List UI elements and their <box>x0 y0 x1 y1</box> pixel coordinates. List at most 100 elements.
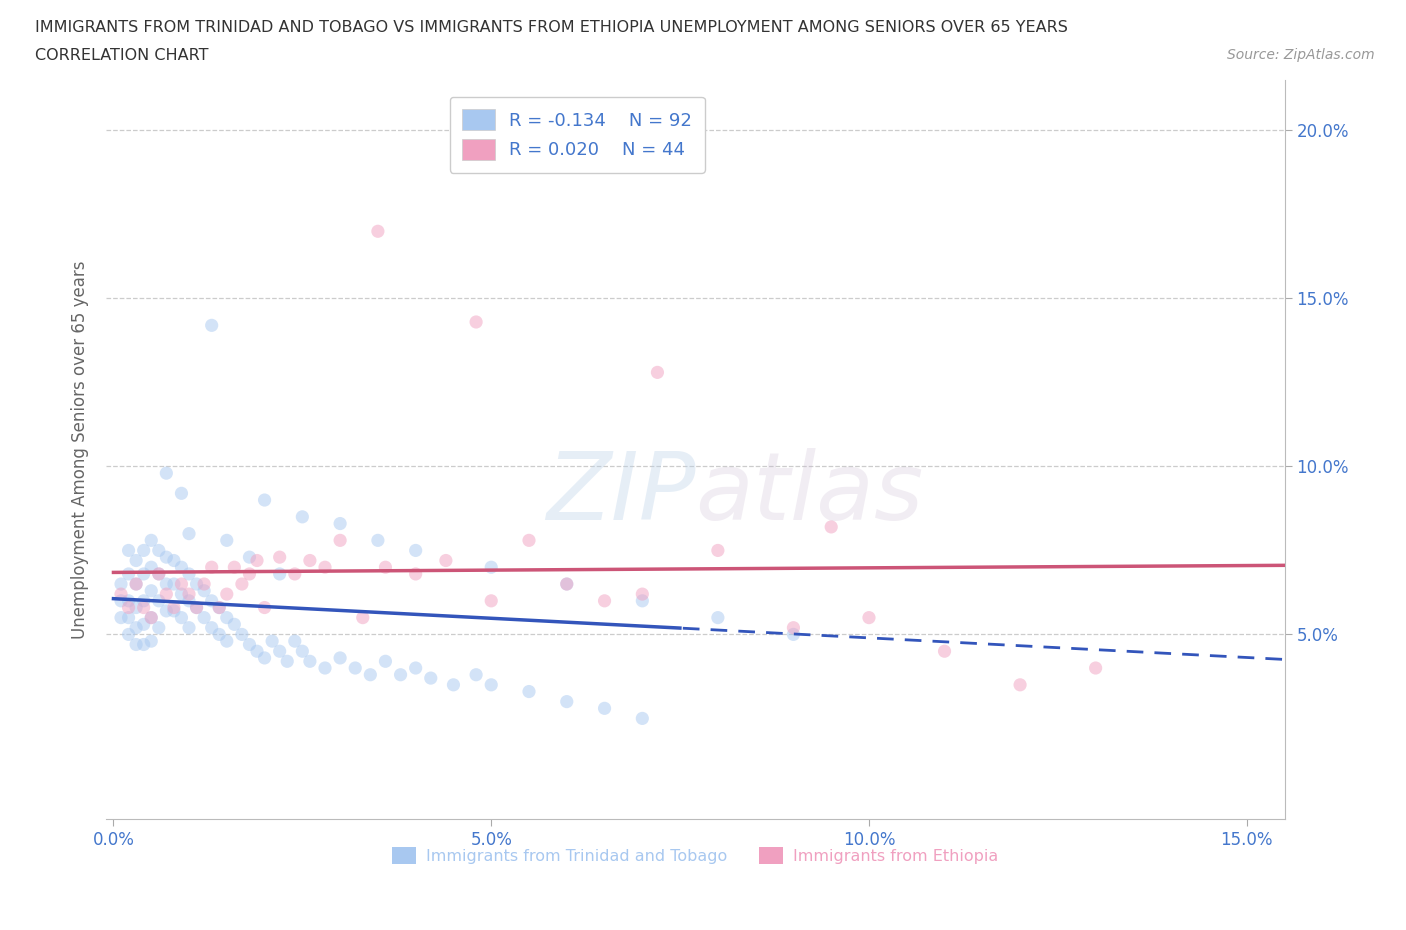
Point <box>479 677 502 692</box>
Point <box>155 550 177 565</box>
Point <box>193 610 215 625</box>
Point <box>155 466 177 481</box>
Point <box>647 365 669 379</box>
Point <box>141 583 163 598</box>
Point <box>291 644 314 658</box>
Point <box>517 684 540 699</box>
Point <box>479 593 502 608</box>
Point <box>125 577 148 591</box>
Point <box>201 593 224 608</box>
Point <box>177 593 200 608</box>
Point <box>201 560 224 575</box>
Point <box>141 633 163 648</box>
Point <box>163 577 186 591</box>
Point <box>170 610 193 625</box>
Point <box>170 577 193 591</box>
Point <box>367 224 389 239</box>
Point <box>238 566 260 581</box>
Point <box>132 593 155 608</box>
Point <box>238 637 260 652</box>
Point <box>405 660 427 675</box>
Point <box>329 516 352 531</box>
Point <box>934 644 956 658</box>
Point <box>148 620 170 635</box>
Point <box>517 533 540 548</box>
Point <box>177 526 200 541</box>
Point <box>707 610 730 625</box>
Point <box>224 560 246 575</box>
Point <box>155 604 177 618</box>
Point <box>170 587 193 602</box>
Point <box>186 600 208 615</box>
Point <box>170 560 193 575</box>
Point <box>117 610 139 625</box>
Point <box>163 604 186 618</box>
Point <box>215 633 238 648</box>
Point <box>269 644 291 658</box>
Point <box>631 711 654 725</box>
Point <box>125 637 148 652</box>
Point <box>314 560 336 575</box>
Point <box>110 610 132 625</box>
Point <box>329 533 352 548</box>
Point <box>141 610 163 625</box>
Point <box>405 566 427 581</box>
Point <box>193 577 215 591</box>
Text: IMMIGRANTS FROM TRINIDAD AND TOBAGO VS IMMIGRANTS FROM ETHIOPIA UNEMPLOYMENT AMO: IMMIGRANTS FROM TRINIDAD AND TOBAGO VS I… <box>35 20 1069 35</box>
Point <box>329 650 352 665</box>
Point <box>555 577 578 591</box>
Point <box>253 600 276 615</box>
Point <box>555 577 578 591</box>
Point <box>465 668 488 683</box>
Legend: Immigrants from Trinidad and Tobago, Immigrants from Ethiopia: Immigrants from Trinidad and Tobago, Imm… <box>387 841 1004 870</box>
Point <box>284 566 307 581</box>
Point <box>291 510 314 525</box>
Point <box>117 600 139 615</box>
Point <box>148 566 170 581</box>
Point <box>707 543 730 558</box>
Point <box>1010 677 1032 692</box>
Point <box>132 543 155 558</box>
Point <box>262 633 284 648</box>
Point <box>177 587 200 602</box>
Point <box>177 620 200 635</box>
Point <box>110 577 132 591</box>
Text: CORRELATION CHART: CORRELATION CHART <box>35 48 208 63</box>
Point <box>224 617 246 631</box>
Point <box>443 677 465 692</box>
Point <box>141 610 163 625</box>
Point <box>117 593 139 608</box>
Point <box>359 668 381 683</box>
Point <box>155 587 177 602</box>
Point <box>186 600 208 615</box>
Point <box>782 627 804 642</box>
Point <box>170 485 193 500</box>
Point <box>298 654 321 669</box>
Point <box>631 587 654 602</box>
Point <box>201 318 224 333</box>
Point <box>276 654 298 669</box>
Y-axis label: Unemployment Among Seniors over 65 years: Unemployment Among Seniors over 65 years <box>72 260 89 639</box>
Point <box>820 520 842 535</box>
Point <box>215 610 238 625</box>
Point <box>389 668 412 683</box>
Point <box>155 577 177 591</box>
Point <box>593 701 616 716</box>
Text: ZIP: ZIP <box>546 448 695 539</box>
Point <box>208 600 231 615</box>
Point <box>253 650 276 665</box>
Point <box>141 533 163 548</box>
Point <box>419 671 441 685</box>
Point <box>246 644 269 658</box>
Point <box>110 593 132 608</box>
Point <box>858 610 880 625</box>
Point <box>163 600 186 615</box>
Point <box>593 593 616 608</box>
Point <box>186 577 208 591</box>
Point <box>132 600 155 615</box>
Point <box>269 566 291 581</box>
Point <box>110 587 132 602</box>
Point <box>125 553 148 568</box>
Point <box>246 553 269 568</box>
Point <box>201 620 224 635</box>
